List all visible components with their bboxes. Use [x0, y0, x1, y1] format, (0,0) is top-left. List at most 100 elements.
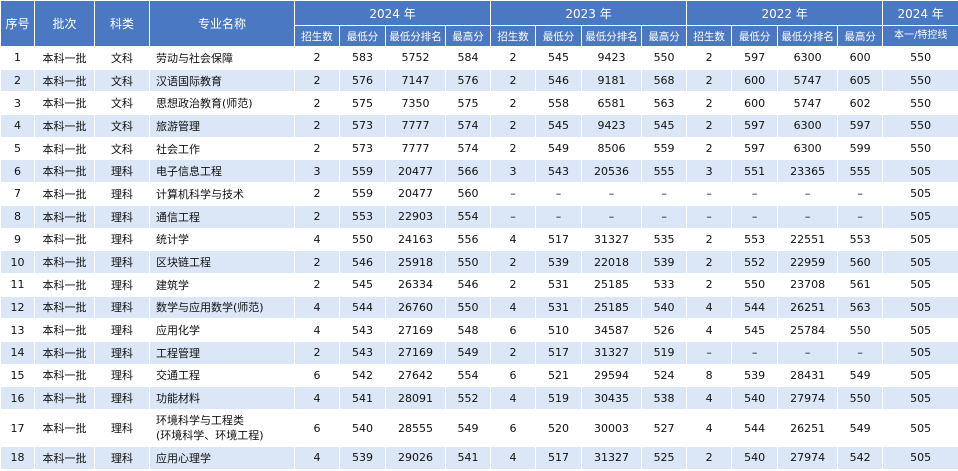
cell-2022-enroll: 3 — [686, 159, 733, 184]
cell-2022-enroll: 2 — [686, 114, 733, 138]
cell-2022-enroll: 2 — [686, 272, 733, 297]
cell-2023-min-score: 517 — [535, 446, 583, 470]
cell-2024-min-score: 573 — [339, 136, 386, 161]
cell-2022-enroll: 4 — [686, 318, 733, 342]
cell-2022-min-rank: 5747 — [777, 91, 839, 116]
cell-batch: 本科一批 — [34, 204, 95, 229]
cell-control-line: 550 — [882, 136, 958, 161]
cell-2024-max-score: 576 — [444, 68, 492, 93]
cell-control-line: 505 — [882, 272, 958, 297]
table-row: 10 本科一批 理科 区块链工程 2 546 25918 550 2 539 22018 539 2 55… — [0, 250, 958, 274]
cell-2024-enroll: 2 — [294, 204, 340, 229]
cell-control-line: 505 — [882, 204, 958, 229]
cell-2024-max-score: 550 — [444, 295, 492, 320]
cell-major: 思想政治教育(师范) — [149, 91, 295, 116]
cell-2022-enroll: 4 — [686, 295, 733, 320]
cell-2024-max-score: 560 — [444, 182, 492, 206]
cell-2024-min-score: 559 — [339, 159, 386, 184]
subheader-min-score: 最低分 — [535, 25, 583, 47]
table-row: 4 本科一批 文科 旅游管理 2 573 7777 574 2 545 9423 545 2 597 630… — [0, 114, 958, 138]
cell-2022-max-score: 550 — [837, 386, 884, 410]
cell-2022-max-score: 550 — [837, 318, 884, 342]
cell-2023-min-score: 531 — [535, 272, 583, 297]
cell-2024-min-score: 559 — [339, 182, 386, 206]
cell-control-line: 505 — [882, 182, 958, 206]
cell-batch: 本科一批 — [34, 318, 95, 342]
cell-2023-max-score: 538 — [641, 386, 688, 410]
cell-2022-max-score: 553 — [837, 227, 884, 252]
cell-seq: 9 — [0, 227, 35, 252]
cell-2022-enroll: 4 — [686, 386, 733, 410]
cell-category: 文科 — [94, 114, 150, 138]
cell-2022-enroll: – — [686, 204, 733, 229]
cell-2024-max-score: 549 — [444, 340, 492, 365]
cell-2022-max-score: 549 — [837, 409, 884, 447]
cell-category: 文科 — [94, 46, 150, 70]
cell-2024-max-score: 554 — [444, 204, 492, 229]
cell-2024-enroll: 4 — [294, 295, 340, 320]
cell-2023-min-rank: 25185 — [581, 272, 643, 297]
cell-2024-enroll: 4 — [294, 386, 340, 410]
cell-2024-min-rank: 29026 — [385, 446, 446, 470]
cell-category: 理科 — [94, 295, 150, 320]
table-row: 16 本科一批 理科 功能材料 4 541 28091 552 4 519 30435 538 4 540… — [0, 386, 958, 410]
cell-2023-min-rank: 30003 — [581, 409, 643, 447]
cell-2022-min-score: 597 — [731, 136, 779, 161]
cell-2024-min-rank: 24163 — [385, 227, 446, 252]
cell-2024-max-score: 554 — [444, 363, 492, 388]
cell-major: 统计学 — [149, 227, 295, 252]
cell-category: 理科 — [94, 227, 150, 252]
cell-batch: 本科一批 — [34, 446, 95, 470]
cell-2024-min-score: 546 — [339, 250, 386, 274]
cell-batch: 本科一批 — [34, 68, 95, 93]
cell-2024-enroll: 2 — [294, 340, 340, 365]
cell-2022-min-rank: 6300 — [777, 136, 839, 161]
cell-2023-enroll: – — [490, 204, 537, 229]
cell-2022-min-rank: 26251 — [777, 409, 839, 447]
subheader-min-score: 最低分 — [731, 25, 779, 47]
cell-2022-max-score: 560 — [837, 250, 884, 274]
cell-2022-min-score: 539 — [731, 363, 779, 388]
cell-2024-min-score: 544 — [339, 295, 386, 320]
cell-2024-min-score: 576 — [339, 68, 386, 93]
cell-2023-min-score: 545 — [535, 114, 583, 138]
table-row: 18 本科一批 理科 应用心理学 4 539 29026 541 4 517 31327 525 2 54… — [0, 446, 958, 470]
cell-seq: 15 — [0, 363, 35, 388]
cell-category: 理科 — [94, 363, 150, 388]
cell-seq: 6 — [0, 159, 35, 184]
cell-2023-min-score: 539 — [535, 250, 583, 274]
cell-2023-min-rank: 9181 — [581, 68, 643, 93]
cell-2024-min-score: 539 — [339, 446, 386, 470]
cell-2023-max-score: 533 — [641, 272, 688, 297]
cell-2023-enroll: 2 — [490, 250, 537, 274]
table-row: 3 本科一批 文科 思想政治教育(师范) 2 575 7350 575 2 558 6581 563 2… — [0, 91, 958, 116]
cell-batch: 本科一批 — [34, 409, 95, 447]
cell-major: 社会工作 — [149, 136, 295, 161]
cell-2022-max-score: 599 — [837, 136, 884, 161]
cell-2024-max-score: 584 — [444, 46, 492, 70]
cell-2024-min-rank: 28555 — [385, 409, 446, 447]
cell-control-line: 550 — [882, 68, 958, 93]
cell-2024-max-score: 549 — [444, 409, 492, 447]
cell-batch: 本科一批 — [34, 363, 95, 388]
cell-major: 旅游管理 — [149, 114, 295, 138]
cell-2023-enroll: 4 — [490, 446, 537, 470]
cell-2024-min-rank: 7777 — [385, 136, 446, 161]
cell-2023-min-rank: 29594 — [581, 363, 643, 388]
cell-2022-min-rank: 23708 — [777, 272, 839, 297]
cell-category: 文科 — [94, 91, 150, 116]
cell-2023-min-score: 546 — [535, 68, 583, 93]
cell-2024-max-score: 575 — [444, 91, 492, 116]
table-row: 13 本科一批 理科 应用化学 4 543 27169 548 6 510 34587 526 4 545… — [0, 318, 958, 342]
cell-2022-enroll: 2 — [686, 136, 733, 161]
cell-2024-max-score: 556 — [444, 227, 492, 252]
cell-2022-enroll: 2 — [686, 91, 733, 116]
cell-2023-max-score: 524 — [641, 363, 688, 388]
cell-seq: 12 — [0, 295, 35, 320]
cell-major: 应用化学 — [149, 318, 295, 342]
cell-major: 劳动与社会保障 — [149, 46, 295, 70]
cell-2024-enroll: 2 — [294, 114, 340, 138]
cell-2022-min-rank: 27974 — [777, 386, 839, 410]
cell-2023-max-score: 545 — [641, 114, 688, 138]
cell-seq: 17 — [0, 409, 35, 447]
